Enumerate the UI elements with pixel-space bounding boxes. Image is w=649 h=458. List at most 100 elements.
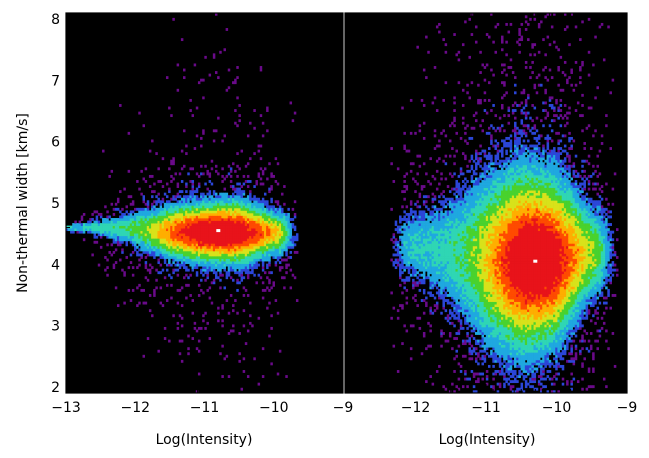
right-density-cell: [448, 223, 452, 226]
left-density-cell: [232, 225, 235, 229]
right-density-cell: [490, 281, 493, 285]
left-density-cell: [227, 375, 231, 378]
right-density-cell: [455, 202, 458, 206]
left-density-cell: [134, 248, 137, 252]
left-density-cell: [206, 212, 209, 216]
right-density-cell: [394, 223, 398, 226]
right-density-cell: [487, 261, 491, 264]
left-density-cell: [268, 256, 271, 259]
right-density-cell: [461, 121, 465, 125]
right-density-cell: [453, 124, 456, 128]
left-density-cell: [238, 273, 241, 277]
right-density-cell: [427, 321, 430, 325]
right-density-cell: [461, 339, 465, 343]
left-density-cell: [261, 347, 265, 351]
right-density-cell: [470, 238, 474, 242]
right-density-cell: [468, 357, 471, 361]
right-density-cell: [420, 299, 424, 302]
right-density-cell: [490, 349, 493, 353]
left-density-cell: [214, 273, 218, 277]
left-density-cell: [119, 233, 122, 237]
left-density-cell: [146, 210, 150, 214]
right-density-cell: [474, 359, 478, 363]
right-density-cell: [485, 225, 489, 229]
right-density-cell: [407, 268, 411, 272]
right-density-cell: [433, 253, 437, 257]
right-density-cell: [485, 324, 489, 328]
left-density-cell: [193, 235, 197, 239]
left-density-cell: [227, 230, 231, 234]
right-density-cell: [425, 258, 428, 262]
left-density-cell: [202, 243, 205, 247]
left-density-cell: [259, 215, 263, 219]
left-density-cell: [185, 215, 188, 219]
right-density-cell: [483, 109, 487, 112]
left-density-cell: [191, 202, 195, 206]
left-density-cell: [108, 223, 111, 226]
right-density-cell: [487, 337, 491, 340]
left-density-cell: [195, 258, 199, 262]
right-density-cell: [490, 385, 493, 389]
left-density-cell: [193, 245, 197, 249]
right-density-cell: [440, 240, 443, 244]
right-density-cell: [483, 337, 487, 340]
right-density-cell: [409, 357, 413, 361]
left-density-cell: [140, 248, 143, 252]
left-density-cell: [172, 159, 175, 163]
right-density-cell: [451, 296, 454, 300]
left-density-cell: [168, 245, 171, 249]
left-density-cell: [240, 192, 244, 196]
left-density-cell: [242, 248, 246, 252]
left-density-cell: [266, 248, 269, 252]
right-density-cell: [455, 306, 458, 310]
right-density-cell: [448, 172, 452, 176]
left-density-cell: [148, 238, 152, 242]
left-density-cell: [229, 195, 233, 199]
right-density-cell: [440, 225, 443, 229]
right-density-cell: [433, 250, 437, 254]
left-density-cell: [236, 248, 239, 252]
right-density-cell: [425, 276, 428, 280]
left-density-cell: [80, 223, 84, 226]
right-density-cell: [468, 347, 471, 351]
left-density-cell: [170, 245, 173, 249]
left-density-cell: [180, 286, 184, 290]
left-density-cell: [227, 164, 231, 168]
right-density-cell: [414, 180, 417, 183]
left-density-cell: [255, 212, 258, 216]
left-density-cell: [223, 195, 226, 199]
left-density-cell: [99, 233, 103, 237]
left-density-cell: [185, 152, 188, 156]
right-density-cell: [440, 258, 443, 262]
right-density-cell: [444, 212, 448, 216]
left-density-cell: [227, 266, 231, 270]
right-density-cell: [485, 266, 489, 270]
left-density-cell: [165, 225, 169, 229]
left-density-cell: [200, 78, 203, 82]
right-density-cell: [412, 271, 415, 275]
right-density-cell: [490, 326, 493, 330]
right-density-cell: [403, 240, 406, 244]
left-density-cell: [202, 238, 205, 242]
left-density-cell: [180, 223, 184, 226]
left-density-cell: [200, 215, 203, 219]
left-density-cell: [263, 200, 267, 204]
left-density-cell: [212, 139, 216, 143]
left-density-cell: [172, 230, 175, 234]
right-density-cell: [474, 172, 478, 176]
right-density-cell: [479, 311, 482, 315]
left-density-cell: [180, 258, 184, 262]
left-density-cell: [176, 210, 180, 214]
right-density-cell: [396, 258, 400, 262]
right-density-cell: [431, 243, 435, 247]
left-density-cell: [134, 207, 137, 211]
right-density-cell: [487, 342, 491, 346]
left-density-cell: [274, 220, 278, 224]
left-density-cell: [129, 210, 133, 214]
right-density-cell: [479, 273, 482, 277]
right-density-cell: [483, 197, 487, 201]
left-density-cell: [229, 212, 233, 216]
right-density-cell: [396, 167, 400, 171]
left-density-cell: [165, 256, 169, 259]
left-density-cell: [74, 223, 77, 226]
